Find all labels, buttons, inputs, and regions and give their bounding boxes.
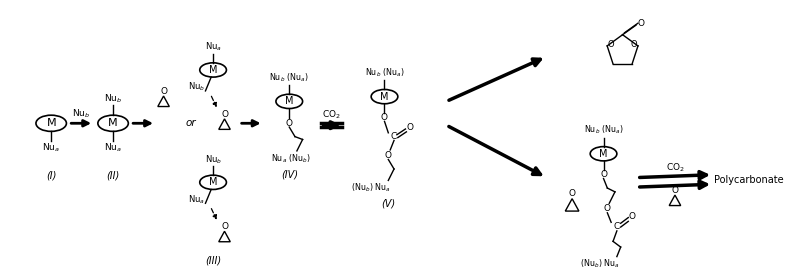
- Text: Nu$_a$: Nu$_a$: [189, 193, 205, 206]
- Text: O: O: [385, 151, 392, 160]
- Text: O: O: [381, 113, 388, 122]
- Text: Nu$_a$: Nu$_a$: [42, 142, 61, 154]
- Text: O: O: [221, 222, 228, 231]
- Text: CO$_2$: CO$_2$: [666, 162, 684, 174]
- Text: O: O: [604, 204, 611, 214]
- Text: (V): (V): [381, 198, 395, 208]
- Text: O: O: [631, 39, 638, 49]
- Text: O: O: [569, 190, 575, 198]
- Text: Nu$_b$ (Nu$_a$): Nu$_b$ (Nu$_a$): [583, 124, 624, 136]
- Text: Nu$_a$: Nu$_a$: [104, 142, 122, 154]
- Text: M: M: [285, 96, 294, 106]
- Text: Nu$_b$: Nu$_b$: [104, 92, 122, 105]
- Text: (III): (III): [205, 255, 221, 265]
- Text: M: M: [600, 149, 608, 159]
- Text: O: O: [221, 110, 228, 119]
- Text: M: M: [46, 118, 56, 128]
- Text: O: O: [638, 19, 644, 28]
- Text: CO$_2$: CO$_2$: [322, 109, 341, 121]
- Text: M: M: [380, 92, 389, 102]
- Text: O: O: [286, 119, 293, 128]
- Text: O: O: [160, 87, 167, 96]
- Text: Nu$_a$ (Nu$_b$): Nu$_a$ (Nu$_b$): [271, 152, 311, 165]
- Text: M: M: [209, 65, 217, 75]
- Text: Nu$_b$ (Nu$_a$): Nu$_b$ (Nu$_a$): [365, 67, 404, 79]
- Text: (IV): (IV): [281, 170, 298, 180]
- Text: (II): (II): [107, 171, 119, 181]
- Text: O: O: [608, 39, 614, 49]
- Text: Nu$_b$: Nu$_b$: [72, 107, 90, 120]
- Text: or: or: [186, 118, 196, 128]
- Text: Nu$_a$: Nu$_a$: [205, 41, 222, 53]
- Text: C: C: [614, 222, 620, 231]
- Text: Polycarbonate: Polycarbonate: [714, 176, 784, 185]
- Text: Nu$_b$: Nu$_b$: [188, 81, 206, 93]
- Text: Nu$_b$ (Nu$_a$): Nu$_b$ (Nu$_a$): [270, 71, 309, 84]
- Text: M: M: [209, 177, 217, 187]
- Text: O: O: [671, 186, 679, 195]
- Text: (Nu$_b$) Nu$_a$: (Nu$_b$) Nu$_a$: [579, 257, 620, 269]
- Text: O: O: [407, 123, 414, 131]
- Text: (Nu$_b$) Nu$_a$: (Nu$_b$) Nu$_a$: [351, 182, 391, 194]
- Text: Nu$_b$: Nu$_b$: [204, 153, 222, 166]
- Text: (I): (I): [46, 171, 56, 181]
- Text: O: O: [600, 170, 607, 179]
- Text: C: C: [391, 132, 397, 141]
- Text: M: M: [108, 118, 118, 128]
- Text: O: O: [629, 212, 636, 221]
